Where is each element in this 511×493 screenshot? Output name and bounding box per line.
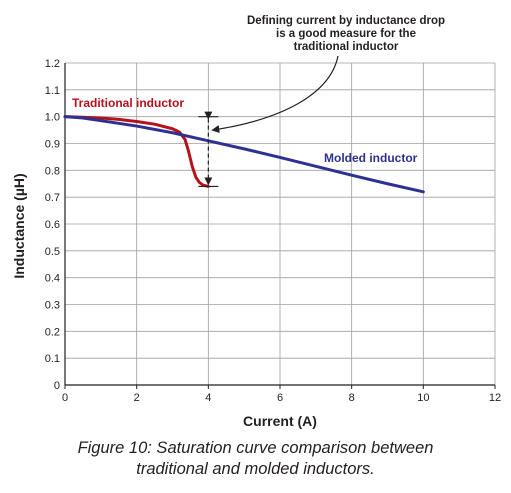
annotation <box>198 55 339 188</box>
x-axis-title: Current (A) <box>243 413 317 429</box>
series-line-traditional <box>63 115 210 188</box>
y-tick-label: 0.4 <box>45 273 60 285</box>
y-tick-label: 0.2 <box>45 326 60 338</box>
legend-traditional-inductor: Traditional inductor <box>72 96 184 110</box>
y-tick-label: 1.0 <box>45 112 60 124</box>
legend-molded-inductor: Molded inductor <box>324 151 418 165</box>
x-tick-label: 6 <box>277 392 283 404</box>
series-line-molded <box>63 115 425 194</box>
y-tick-label: 0 <box>54 380 60 392</box>
grid-lines <box>64 62 496 386</box>
y-tick-label: 0.9 <box>45 139 60 151</box>
y-tick-label: 0.8 <box>45 165 60 177</box>
y-tick-label: 1.1 <box>45 85 60 97</box>
figure-caption: Figure 10: Saturation curve comparison b… <box>0 438 511 480</box>
data-series <box>63 115 425 194</box>
x-tick-label: 12 <box>489 392 501 404</box>
callout-arrow <box>211 55 339 134</box>
y-tick-label: 1.2 <box>45 58 60 70</box>
callout-line-3: traditional inductor <box>294 41 399 53</box>
caption-line-1: Figure 10: Saturation curve comparison b… <box>77 439 434 457</box>
tick-labels: 0 0.1 0.2 0.3 0.4 0.5 0.6 0.7 0.8 0.9 1.0 1.1 1.2 0 2 4… <box>45 58 501 404</box>
x-tick-label: 4 <box>205 392 211 404</box>
caption-line-2: traditional and molded inductors. <box>136 460 375 478</box>
y-tick-label: 0.5 <box>45 246 60 258</box>
y-tick-label: 0.6 <box>45 219 60 231</box>
x-tick-label: 8 <box>349 392 355 404</box>
y-axis-title: Inductance (µH) <box>11 173 27 278</box>
y-tick-label: 0.1 <box>45 353 60 365</box>
callout-line-1: Defining current by inductance drop <box>247 15 445 27</box>
y-tick-label: 0.3 <box>45 300 60 312</box>
x-tick-label: 0 <box>62 392 68 404</box>
x-tick-label: 10 <box>417 392 429 404</box>
callout-line-2: is a good measure for the <box>276 28 416 40</box>
y-tick-label: 0.7 <box>45 192 60 204</box>
x-tick-label: 2 <box>134 392 140 404</box>
